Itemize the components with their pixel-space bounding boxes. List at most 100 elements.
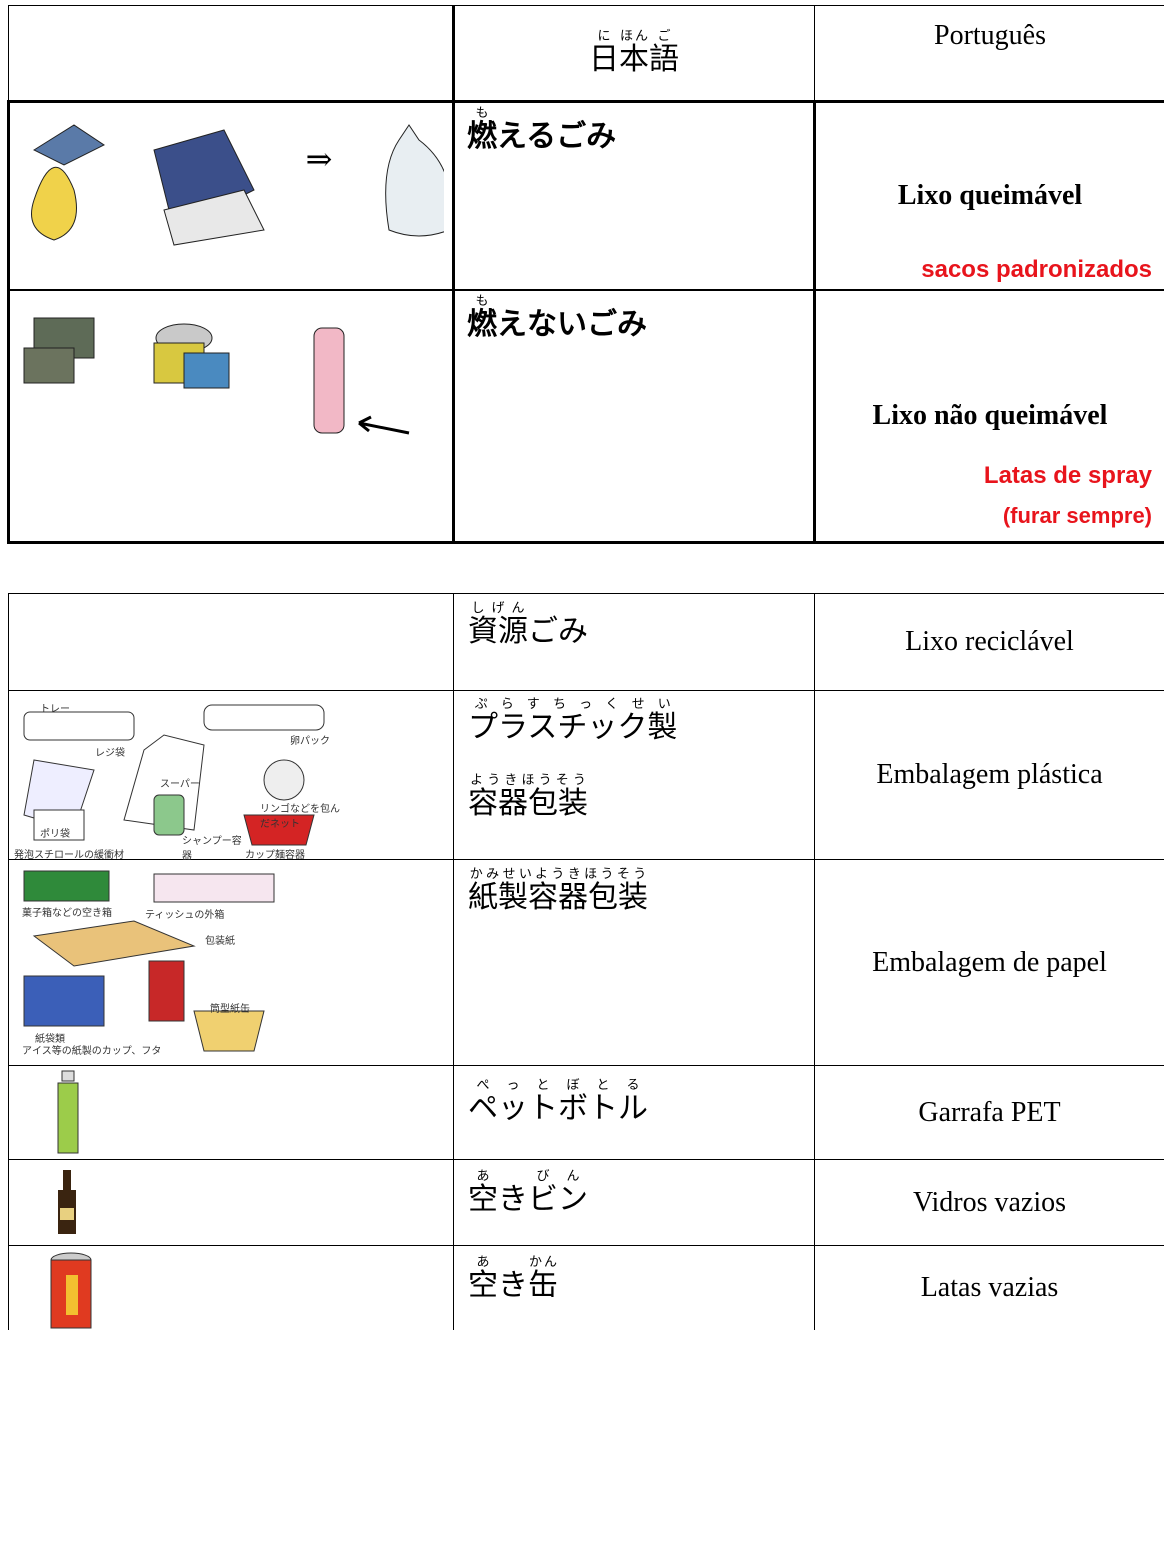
ruby-group: 本ほん <box>619 29 649 77</box>
border <box>8 100 1164 103</box>
furigana: ぺっとぼとる <box>468 1078 648 1093</box>
image-label: カップ麺容器 <box>245 850 305 861</box>
ruby-base: 紙製容器包装 <box>468 880 648 915</box>
furigana: あ <box>468 1169 498 1184</box>
japanese-text: 日に本ほん語ご <box>589 29 679 78</box>
glass-bottle <box>58 1170 76 1234</box>
border <box>8 541 1164 544</box>
non-burnable-illustration <box>23 317 410 435</box>
ruby-base: ビン <box>528 1182 588 1217</box>
japanese-text: 空あき缶かん <box>468 1255 558 1303</box>
image-label: 包装紙 <box>205 936 235 947</box>
ruby-group: 日に <box>589 29 619 77</box>
furigana: も <box>467 106 497 121</box>
portuguese: Embalagem plástica <box>876 759 1103 790</box>
border <box>8 1245 1164 1246</box>
image-label: リンゴなどを包んだネット <box>260 804 340 830</box>
ruby-group: 燃も <box>467 294 497 342</box>
kana: えるごみ <box>497 119 617 154</box>
header-japanese: 資源しげんごみ <box>454 598 814 690</box>
border <box>8 690 1164 691</box>
portuguese: Vidros vazios <box>912 1186 1067 1218</box>
japanese-text: 資源しげんごみ <box>468 601 588 649</box>
caption: (furar sempre) <box>1002 503 1152 528</box>
ruby-base: 燃 <box>467 119 497 154</box>
japanese-text: 紙製容器包装かみせいようきほうそう <box>468 867 648 915</box>
image-label: アイス等の紙製のカップ、フタ <box>22 1046 162 1057</box>
border <box>814 593 815 1330</box>
furigana: ようきほうそう <box>468 773 588 788</box>
image-label: シャンプー容器 <box>182 836 242 862</box>
ruby-base: 燃 <box>467 307 497 342</box>
border <box>8 1065 1164 1066</box>
ruby-base: 空 <box>468 1268 498 1303</box>
japanese-text: プラスチック製ぷらすちっくせい <box>468 697 678 745</box>
border <box>8 1159 1164 1160</box>
furigana: ほん <box>619 28 649 44</box>
border <box>813 100 816 544</box>
ruby-group: 空あ <box>468 1169 498 1217</box>
japanese: 容器包装ようきほうそう <box>454 770 814 850</box>
header-portuguese: Português <box>934 20 1046 51</box>
ruby-group: 紙製容器包装かみせいようきほうそう <box>468 867 648 915</box>
portuguese: Embalagem de papel <box>872 946 1107 978</box>
can <box>50 1252 92 1329</box>
border <box>452 5 455 544</box>
portuguese: Lixo não queimável <box>872 400 1108 431</box>
ruby-base: ペットボトル <box>468 1091 648 1126</box>
kana: えないごみ <box>497 307 647 342</box>
furigana: しげん <box>468 601 528 616</box>
image-label: 紙袋類 <box>35 1034 65 1045</box>
border <box>8 5 1164 6</box>
burnable-illustration: ⇒ <box>31 124 444 246</box>
image-label: 卵パック <box>290 736 330 747</box>
furigana: に <box>589 28 619 44</box>
furigana: も <box>467 294 497 309</box>
japanese: ペットボトルぺっとぼとる <box>454 1075 814 1155</box>
furigana: かん <box>528 1255 558 1270</box>
ruby-base: 資源 <box>468 614 528 649</box>
japanese-text: 燃もえるごみ <box>467 106 617 154</box>
ruby-base: 本 <box>619 41 649 77</box>
furigana: あ <box>468 1255 498 1270</box>
japanese: 紙製容器包装かみせいようきほうそう <box>454 864 814 964</box>
header-japanese: 日に本ほん語ご <box>455 6 813 100</box>
japanese-text: 空あきビンびん <box>468 1169 588 1217</box>
ruby-base: プラスチック製 <box>468 710 678 745</box>
image-label: レジ袋 <box>95 748 125 759</box>
furigana: ご <box>649 28 679 44</box>
japanese: 空あきビンびん <box>454 1166 814 1246</box>
border <box>8 593 1164 594</box>
image-label: 筒型紙缶 <box>210 1004 250 1015</box>
japanese-text: 容器包装ようきほうそう <box>468 773 588 821</box>
svg-text:⇒: ⇒ <box>306 140 333 178</box>
image-label: スーパー <box>160 779 200 790</box>
portuguese: Lixo queimável <box>897 180 1083 211</box>
japanese: 燃もえるごみ <box>455 103 813 289</box>
image-label: トレー <box>40 704 70 715</box>
image-label: 発泡スチロールの緩衝材 <box>14 850 124 861</box>
kana: き <box>498 1268 528 1303</box>
ruby-group: ビンびん <box>528 1169 588 1217</box>
caption: Latas de spray <box>983 462 1152 489</box>
image-label: ポリ袋 <box>40 829 70 840</box>
ruby-group: プラスチック製ぷらすちっくせい <box>468 697 678 745</box>
ruby-group: 燃も <box>467 106 497 154</box>
ruby-group: 語ご <box>649 29 679 77</box>
japanese: プラスチック製ぷらすちっくせい <box>454 694 814 774</box>
kana: ごみ <box>528 614 588 649</box>
ruby-base: 缶 <box>528 1268 558 1303</box>
border <box>814 5 815 101</box>
ruby-group: 容器包装ようきほうそう <box>468 773 588 821</box>
border <box>453 593 454 1330</box>
border <box>8 593 9 1330</box>
kana: き <box>498 1182 528 1217</box>
ruby-group: ペットボトルぺっとぼとる <box>468 1078 648 1126</box>
border <box>8 5 9 101</box>
ruby-base: 空 <box>468 1182 498 1217</box>
plastic-illustration <box>23 704 325 846</box>
border <box>7 100 10 544</box>
furigana: びん <box>528 1169 588 1184</box>
furigana: ぷらすちっくせい <box>468 697 678 712</box>
